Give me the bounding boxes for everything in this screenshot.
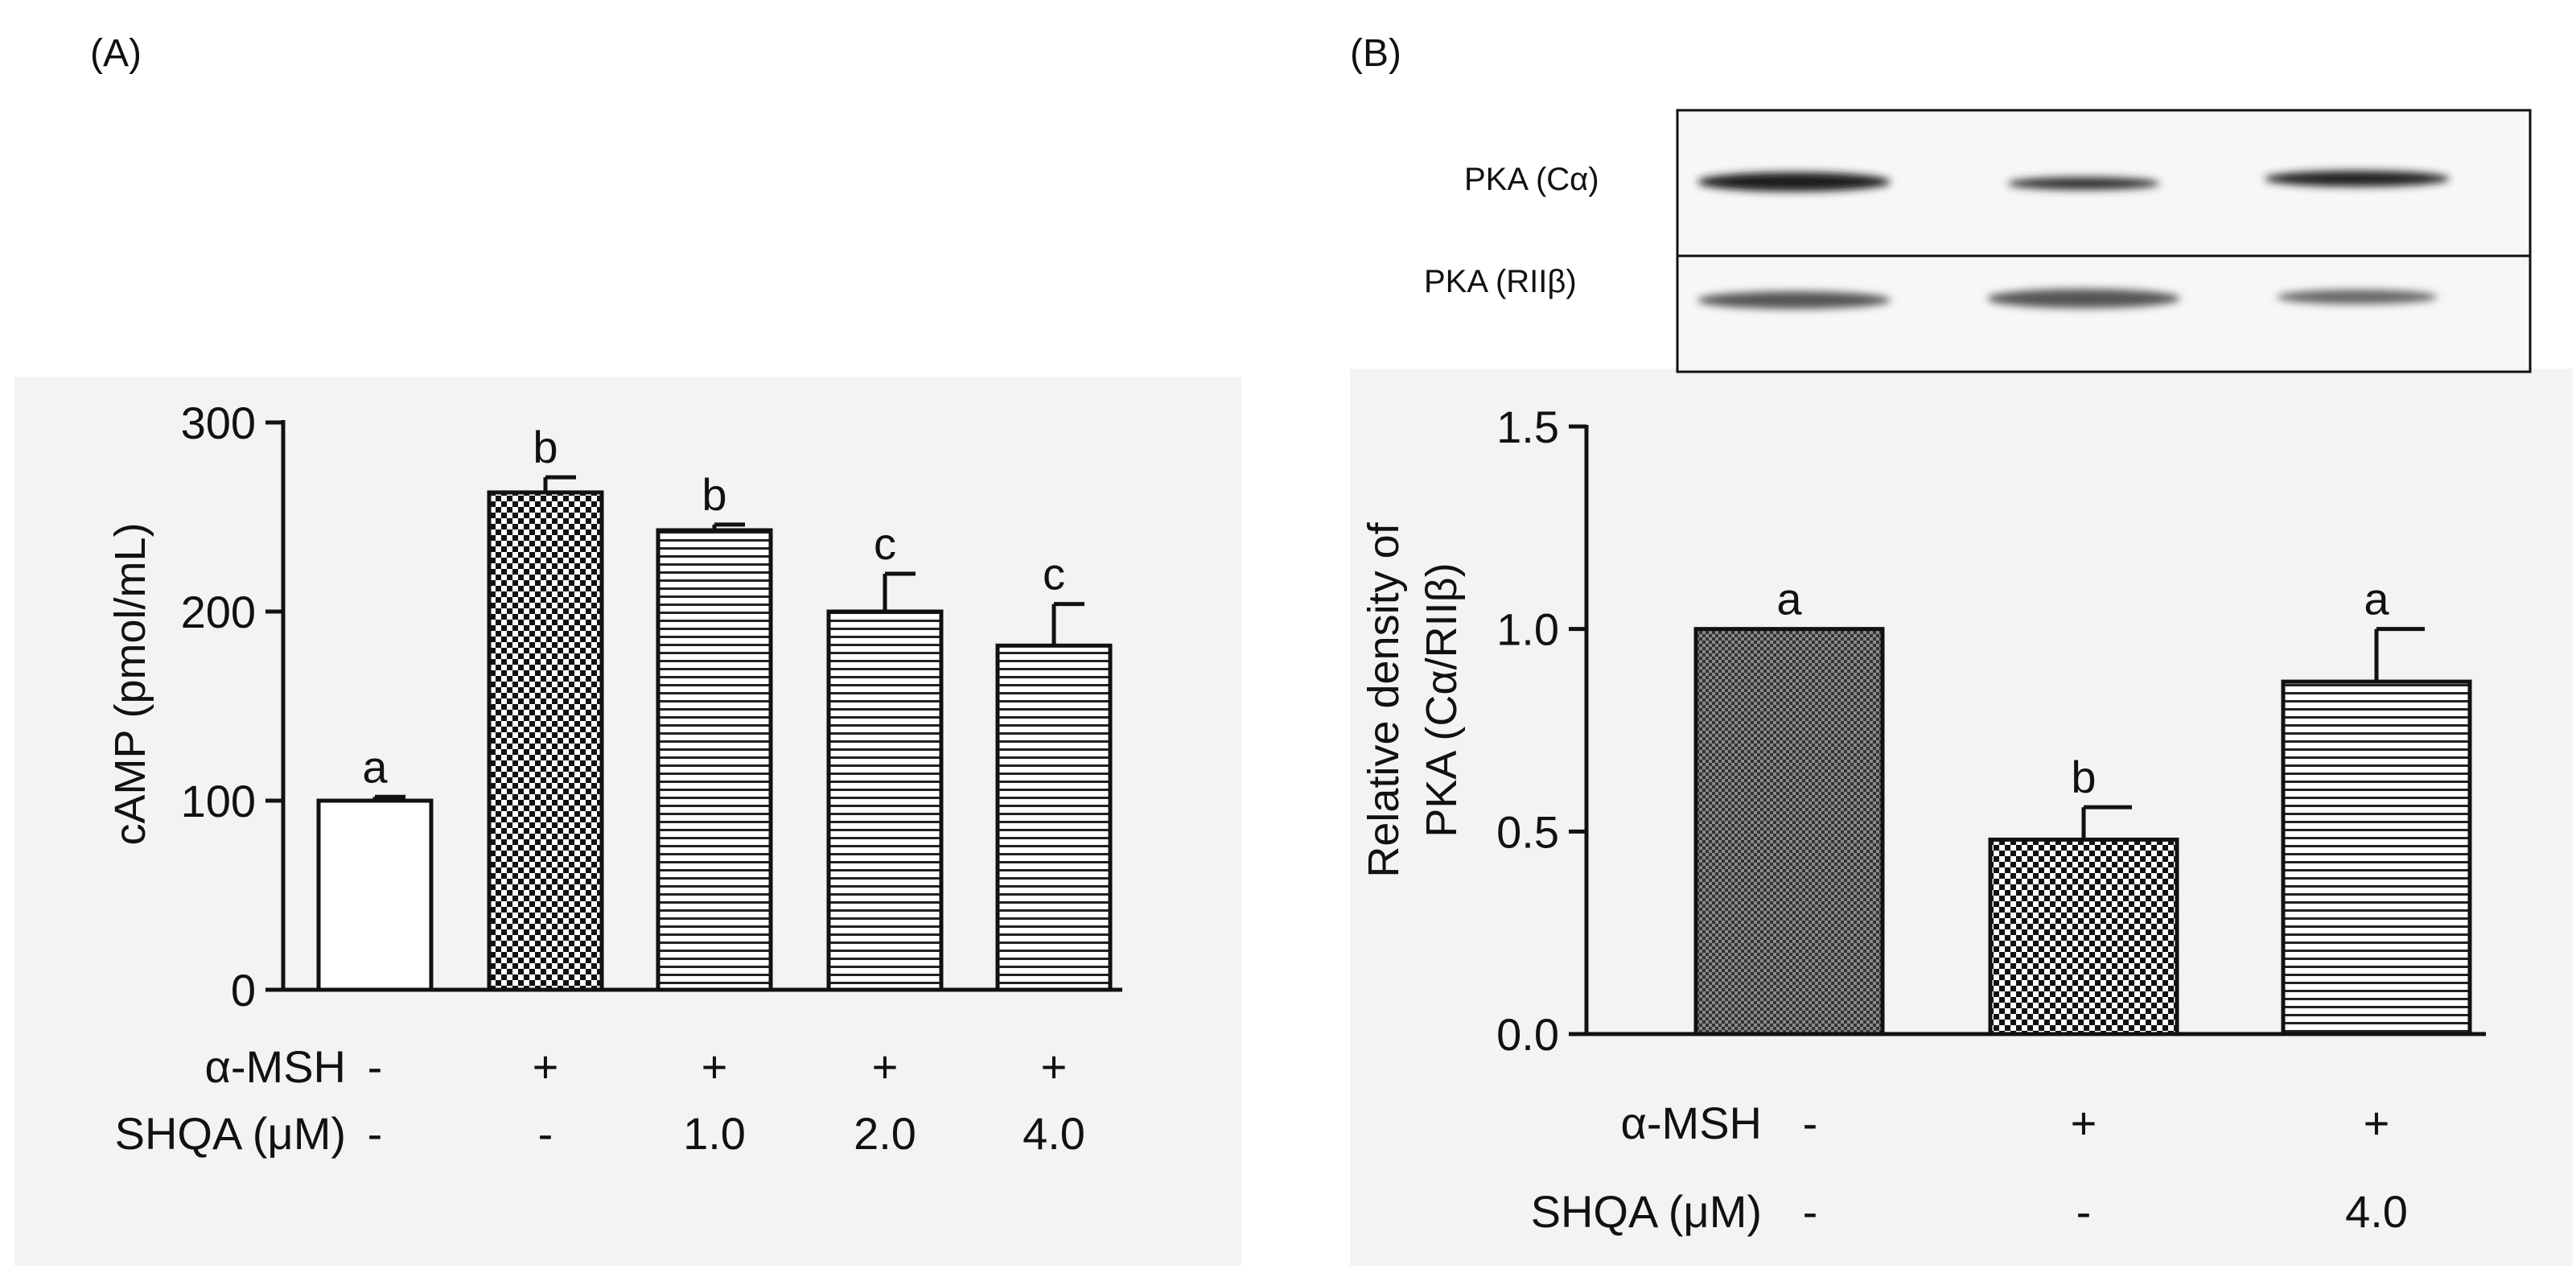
panel-b-row-1-cell-2: 4.0 — [2345, 1186, 2408, 1237]
panel-a-ytick-label-3: 300 — [181, 398, 256, 448]
panel-a-row-label-1: SHQA (μM) — [115, 1108, 346, 1159]
panel-a-bar-3 — [826, 609, 944, 992]
panel-b-row-1-cell-1: - — [2076, 1186, 2092, 1237]
panel-a-row-1-cell-2: 1.0 — [683, 1108, 746, 1159]
panel-a-row-0-cell-3: + — [872, 1041, 899, 1092]
panel-a-label: (A) — [90, 32, 142, 75]
blot-label-pka-riibeta: PKA (RIIβ) — [1424, 264, 1577, 299]
panel-b-bar-2 — [2281, 679, 2472, 1036]
blot-band-riibeta-lane-2 — [1987, 289, 2180, 308]
panel-a-ylabel: cAMP (pmol/mL) — [106, 522, 154, 845]
panel-b-sig-letter-2: a — [2364, 574, 2389, 624]
panel-b-ytick-label-0: 0.0 — [1496, 1009, 1559, 1060]
panel-b-row-0-cell-1: + — [2071, 1098, 2097, 1148]
panel-a-row-0-cell-2: + — [702, 1041, 728, 1092]
panel-b-row-label-0: α-MSH — [1621, 1098, 1762, 1148]
blot-band-calpha-lane-2 — [2007, 177, 2160, 190]
panel-a-row-1-cell-3: 2.0 — [854, 1108, 916, 1159]
panel-a-ytick-label-2: 200 — [181, 587, 256, 637]
panel-a-bar-2 — [656, 528, 773, 992]
panel-a-sig-letter-4: c — [1043, 549, 1065, 599]
blot-label-pka-calpha: PKA (Cα) — [1464, 162, 1599, 197]
panel-a-sig-letter-2: b — [702, 469, 726, 520]
panel-b-row-1-cell-0: - — [1803, 1186, 1818, 1237]
panel-b-row-0-cell-0: - — [1803, 1098, 1818, 1148]
panel-b-bar-1 — [1988, 837, 2179, 1036]
panel-a-bar-0 — [316, 798, 434, 992]
blot-band-calpha-lane-3 — [2265, 171, 2450, 187]
panel-a-sig-letter-3: c — [874, 518, 896, 569]
panel-b-row-0-cell-2: + — [2364, 1098, 2390, 1148]
panel-a-ytick-label-0: 0 — [231, 965, 256, 1016]
panel-a-row-0-cell-4: + — [1041, 1041, 1068, 1092]
blot-band-calpha-lane-1 — [1697, 172, 1891, 192]
panel-b-bar-0 — [1693, 627, 1885, 1036]
panel-b-ytick-label-2: 1.0 — [1496, 604, 1559, 655]
panel-b-ytick-label-1: 0.5 — [1496, 806, 1559, 857]
panel-b-sig-letter-0: a — [1776, 574, 1802, 624]
panel-b-label: (B) — [1350, 32, 1401, 75]
panel-b-ytick-label-3: 1.5 — [1496, 402, 1559, 452]
panel-a-row-0-cell-1: + — [533, 1041, 559, 1092]
panel-b-ylabel-line1: Relative density of — [1360, 521, 1408, 877]
panel-a: (A) cAMP (pmol/mL) 0 100 200 300 a b b c c α-MS… — [14, 32, 1241, 1266]
panel-a-row-label-0: α-MSH — [205, 1041, 346, 1092]
panel-b-ylabel-line2: PKA (Cα/RIIβ) — [1418, 562, 1466, 837]
panel-b-sig-letter-1: b — [2071, 752, 2096, 802]
panel-a-row-1-cell-1: - — [538, 1108, 553, 1159]
panel-a-sig-letter-1: b — [533, 422, 558, 472]
blot-band-riibeta-lane-3 — [2277, 290, 2438, 304]
panel-a-bar-1 — [487, 490, 604, 992]
western-blot: PKA (Cα) PKA (RIIβ) — [1424, 109, 2532, 373]
panel-b: (B) PKA (Cα) PKA (RIIβ) Relative density… — [1350, 32, 2573, 1266]
panel-a-bar-4 — [995, 643, 1113, 992]
panel-a-row-0-cell-0: - — [368, 1041, 383, 1092]
panel-a-row-1-cell-4: 4.0 — [1023, 1108, 1085, 1159]
blot-band-riibeta-lane-1 — [1697, 291, 1891, 309]
panel-b-row-label-1: SHQA (μM) — [1531, 1186, 1762, 1237]
panel-a-sig-letter-0: a — [362, 741, 388, 792]
panel-a-ytick-label-1: 100 — [181, 776, 256, 826]
panel-a-row-1-cell-0: - — [368, 1108, 383, 1159]
blot-frame — [1676, 109, 2532, 373]
